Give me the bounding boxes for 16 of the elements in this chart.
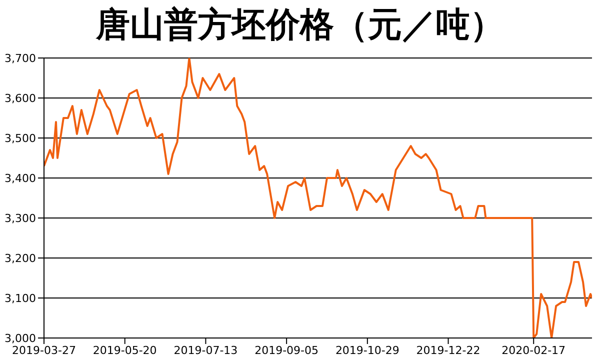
y-tick-label: 3,600 <box>4 92 36 105</box>
y-tick-label: 3,400 <box>4 172 36 185</box>
y-tick-label: 3,300 <box>4 212 36 225</box>
x-tick-label: 2019-05-20 <box>92 344 157 357</box>
y-tick-label: 3,500 <box>4 132 36 145</box>
x-tick-label: 2019-10-29 <box>335 344 400 357</box>
y-tick-label: 3,000 <box>4 332 36 345</box>
y-tick-label: 3,200 <box>4 252 36 265</box>
x-tick-label: 2019-07-13 <box>174 344 238 357</box>
x-tick-label: 2020-02-17 <box>502 344 566 357</box>
chart-title: 唐山普方坯价格（元／吨） <box>94 4 505 47</box>
y-tick-label: 3,700 <box>4 52 36 65</box>
x-tick-label: 2019-03-27 <box>12 344 76 357</box>
x-tick-label: 2019-09-05 <box>254 344 319 357</box>
x-tick-label: 2019-12-22 <box>416 344 480 357</box>
y-tick-label: 3,100 <box>4 292 36 305</box>
